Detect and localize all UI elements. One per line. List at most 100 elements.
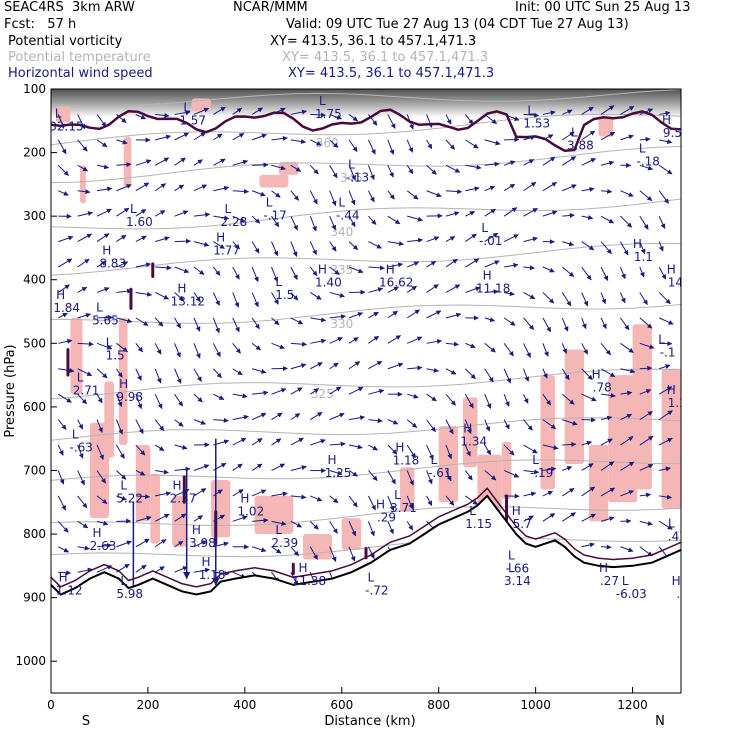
wind-vector xyxy=(523,112,540,118)
wind-vector xyxy=(154,566,165,573)
wind-vector xyxy=(232,414,249,421)
wind-speed-shading xyxy=(123,136,132,188)
extremum-l-marker: L xyxy=(431,453,438,467)
wind-vector xyxy=(620,461,635,471)
wind-vector xyxy=(368,265,385,271)
wind-speed-shading xyxy=(540,375,555,490)
wind-vector xyxy=(561,512,576,522)
pv-near-surface-contour xyxy=(51,487,681,588)
wind-vector xyxy=(348,495,358,508)
wind-vector xyxy=(581,186,595,192)
extremum-value: -.1 xyxy=(660,345,676,359)
wind-vector xyxy=(542,393,552,406)
wind-vector xyxy=(310,362,323,370)
wind-vector xyxy=(503,393,510,407)
wind-vector xyxy=(96,520,109,526)
extremum-l-marker: L xyxy=(319,94,326,108)
wind-vector xyxy=(367,190,375,203)
wind-vector xyxy=(445,495,455,506)
wind-vector xyxy=(406,336,423,344)
project-label: SEAC4RS 3km ARW xyxy=(4,0,135,15)
wind-vector xyxy=(406,444,416,459)
wind-vector xyxy=(57,164,69,176)
wind-vector xyxy=(639,464,654,471)
wind-vector xyxy=(562,441,577,447)
wind-speed-shading xyxy=(564,349,585,465)
wind-vector xyxy=(193,464,210,471)
wind-vector xyxy=(639,435,654,446)
wind-vector xyxy=(368,215,377,225)
wind-speed-shading xyxy=(278,162,299,175)
wind-vector xyxy=(290,109,307,115)
extremum-h-marker: H xyxy=(298,561,307,575)
wind-vector xyxy=(445,284,461,293)
wind-vector xyxy=(503,368,511,384)
wind-vector xyxy=(348,215,356,228)
wind-vector xyxy=(406,190,419,200)
wind-vector xyxy=(213,489,223,497)
wind-vector xyxy=(174,266,190,274)
wind-vector xyxy=(600,438,613,446)
init-time: Init: 00 UTC Sun 25 Aug 13 xyxy=(515,0,691,15)
wind-vector xyxy=(367,139,376,155)
extremum-value: 16.62 xyxy=(379,275,413,289)
extremum-h-marker: H xyxy=(93,526,102,540)
x-end-label-south: S xyxy=(82,714,90,729)
extremum-value: 1.60 xyxy=(126,215,153,229)
wind-vector xyxy=(290,292,299,301)
wind-vector xyxy=(523,265,535,271)
wind-vector xyxy=(271,520,287,526)
extremum-value: 1.1 xyxy=(634,250,653,264)
wind-vector xyxy=(503,419,510,430)
wind-vector xyxy=(116,342,128,353)
wind-vector xyxy=(465,342,476,349)
wind-vector xyxy=(271,292,279,305)
wind-vector xyxy=(271,491,288,497)
wind-vector xyxy=(290,413,301,421)
extremum-h-marker: H xyxy=(328,453,337,467)
wind-vector xyxy=(77,114,86,130)
wind-speed-shading xyxy=(598,117,614,137)
wind-speed-shading xyxy=(501,441,512,500)
wind-vector xyxy=(484,208,496,217)
wind-vector xyxy=(504,262,519,268)
wind-vector xyxy=(135,262,151,268)
wind-vector xyxy=(484,368,494,383)
wind-vector xyxy=(154,183,167,192)
wind-vector xyxy=(639,241,646,255)
wind-vector xyxy=(290,215,298,231)
y-tick-label: 500 xyxy=(23,336,46,350)
wind-speed-shading xyxy=(588,445,609,522)
wind-vector xyxy=(562,419,578,426)
wind-vector xyxy=(503,444,515,456)
extremum-l-marker: L xyxy=(183,100,190,114)
wind-vector xyxy=(561,343,568,354)
wind-vector xyxy=(193,184,208,192)
terrain-mask xyxy=(51,495,681,693)
wind-vector xyxy=(116,368,123,378)
wind-vector xyxy=(135,208,147,217)
wind-vector xyxy=(96,419,103,433)
wind-vector xyxy=(426,495,433,506)
extremum-h-marker: H xyxy=(667,262,676,276)
wind-vector xyxy=(232,241,240,250)
x-tick-label: 600 xyxy=(330,698,353,712)
wind-vector xyxy=(523,207,538,217)
wind-vector xyxy=(348,190,356,206)
y-axis-label: Pressure (hPa) xyxy=(3,344,18,437)
wind-vector xyxy=(581,513,596,522)
wind-vector xyxy=(232,368,243,376)
x-tick-label: 1000 xyxy=(520,698,551,712)
extremum-value: 1.34 xyxy=(460,434,487,448)
wind-vector xyxy=(542,343,549,357)
wind-vector xyxy=(135,494,151,500)
wind-vector xyxy=(154,368,162,384)
wind-vector xyxy=(620,105,635,115)
wind-vector xyxy=(232,266,240,280)
wind-speed-shading xyxy=(681,483,696,534)
wind-vector xyxy=(620,342,634,354)
wind-vector xyxy=(426,470,433,485)
wind-vector xyxy=(251,413,267,421)
extremum-l-marker: L xyxy=(469,504,476,518)
